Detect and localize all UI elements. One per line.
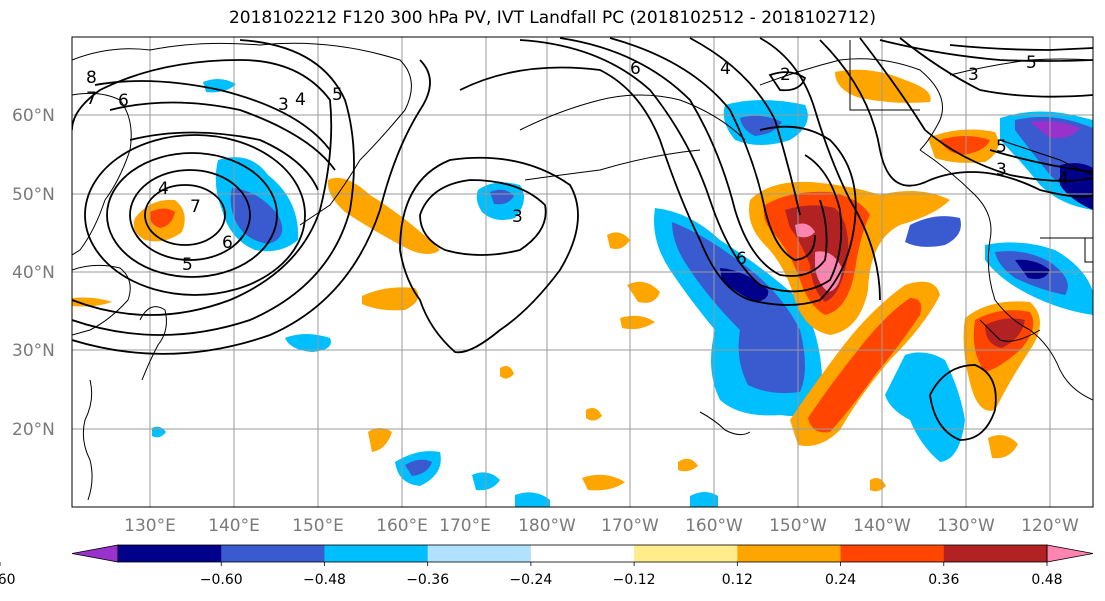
contour-label: 4 [295, 90, 306, 110]
positive-anomaly-region [149, 208, 175, 228]
colorbar-tick-label: −0.12 [613, 572, 656, 588]
colorbar-extend-min [71, 544, 119, 563]
lon-label: 140°E [208, 516, 260, 536]
negative-anomaly-region [230, 188, 283, 244]
colorbar-segment [634, 545, 738, 562]
colorbar-tick-label: 0.24 [825, 572, 856, 588]
positive-anomaly-region [985, 318, 1025, 348]
negative-anomaly-region [1060, 163, 1093, 210]
lon-label: 130°W [937, 516, 995, 536]
colorbar-tick-label: −0.48 [303, 572, 346, 588]
contour-label: 5 [996, 137, 1007, 157]
colorbar-tick-label: −0.36 [406, 572, 449, 588]
positive-anomaly-region [582, 474, 625, 491]
positive-anomaly-region [586, 408, 602, 421]
contour-label: 4 [1058, 169, 1069, 189]
negative-anomaly-region [690, 492, 718, 507]
longitude-labels: 130°E 140°E 150°E 160°E 170°E 180°W 170°… [124, 516, 1079, 536]
colorbar-segment [427, 545, 532, 562]
contour-label: 3 [968, 65, 979, 85]
colorbar-ticks: −0.60 −0.48 −0.36 −0.24 −0.12 0.12 0.24 0.36 0.4… [0, 562, 1063, 588]
colorbar-segment [118, 545, 222, 562]
contour-label: 3 [996, 160, 1007, 180]
lat-label: 60°N [12, 106, 55, 126]
contour-label: 5 [332, 85, 343, 105]
colorbar-segment [737, 545, 842, 562]
negative-anomaly-region [405, 459, 432, 476]
map-frame [71, 36, 1094, 508]
positive-anomaly-region [678, 458, 698, 472]
negative-anomaly-region [515, 492, 550, 507]
colorbar-outline [117, 544, 1048, 563]
contour-label: 2 [780, 65, 791, 85]
lat-label: 30°N [12, 341, 55, 361]
positive-anomaly-region [500, 366, 514, 379]
positive-anomaly-region [368, 428, 392, 452]
lon-label: 180°W [518, 516, 576, 536]
colorbar-extend-max [1046, 544, 1094, 563]
positive-anomaly-region [327, 177, 440, 254]
colorbar-segment [943, 545, 1048, 562]
contour-label: 7 [86, 89, 97, 109]
contour-label: 4 [720, 59, 731, 79]
pv-contours [72, 37, 1093, 441]
lon-label: 160°E [376, 516, 428, 536]
colorbar-tick-label: 0.60 [0, 572, 16, 588]
negative-anomaly-region [490, 189, 514, 205]
colorbar-segment [530, 545, 635, 562]
colorbar [71, 544, 1094, 563]
contour-label: 6 [222, 233, 233, 253]
shaded-fields [72, 69, 1093, 507]
negative-anomaly-region [285, 334, 331, 352]
map-title: 2018102212 F120 300 hPa PV, IVT Landfall… [228, 8, 876, 28]
colorbar-tick-label: 0.12 [722, 572, 753, 588]
colorbar-tick-label: 0.48 [1031, 572, 1062, 588]
lat-label: 40°N [12, 263, 55, 283]
contour-label: 8 [86, 68, 97, 88]
colorbar-segment [840, 545, 945, 562]
negative-anomaly-region [905, 216, 961, 247]
contour-label: 3 [512, 207, 523, 227]
lon-label: 120°W [1021, 516, 1079, 536]
lon-label: 130°E [124, 516, 176, 536]
positive-anomaly-region [627, 281, 660, 303]
contour-label: 3 [278, 95, 289, 115]
lon-label: 150°E [292, 516, 344, 536]
negative-anomaly-region [720, 268, 769, 302]
colorbar-tick-label: −0.24 [509, 572, 552, 588]
contour-label: 5 [1026, 53, 1037, 73]
positive-anomaly-region [607, 232, 630, 249]
negative-anomaly-region [740, 115, 782, 136]
contour-labels: 8 7 6 4 3 5 4 7 6 5 3 6 4 2 3 6 5 3 4 5 [86, 53, 1069, 275]
colorbar-tick-label: 0.36 [928, 572, 959, 588]
positive-anomaly-region [362, 287, 419, 311]
lon-label: 150°W [769, 516, 827, 536]
positive-anomaly-region [808, 298, 922, 433]
negative-anomaly-region [885, 352, 965, 462]
lon-label: 170°W [601, 516, 659, 536]
lon-label: 140°W [853, 516, 911, 536]
contour-label: 7 [190, 197, 201, 217]
positive-anomaly-region [835, 69, 931, 103]
colorbar-segment [221, 545, 325, 562]
lat-label: 20°N [12, 420, 55, 440]
colorbar-segment [324, 545, 429, 562]
positive-anomaly-region [620, 315, 655, 330]
contour-label: 6 [736, 249, 747, 269]
positive-anomaly-region [795, 223, 815, 238]
contour-label: 6 [118, 91, 129, 111]
negative-anomaly-region [1015, 259, 1050, 279]
lon-label: 160°W [685, 516, 743, 536]
negative-anomaly-region [1030, 120, 1080, 139]
latitude-labels: 60°N 50°N 40°N 30°N 20°N [12, 106, 55, 440]
lon-label: 170°E [439, 516, 491, 536]
contour-label: 6 [630, 59, 641, 79]
lat-label: 50°N [12, 185, 55, 205]
contour-label: 5 [182, 255, 193, 275]
contour-label: 4 [158, 179, 169, 199]
positive-anomaly-region [988, 435, 1018, 459]
colorbar-tick-label: −0.60 [200, 572, 243, 588]
